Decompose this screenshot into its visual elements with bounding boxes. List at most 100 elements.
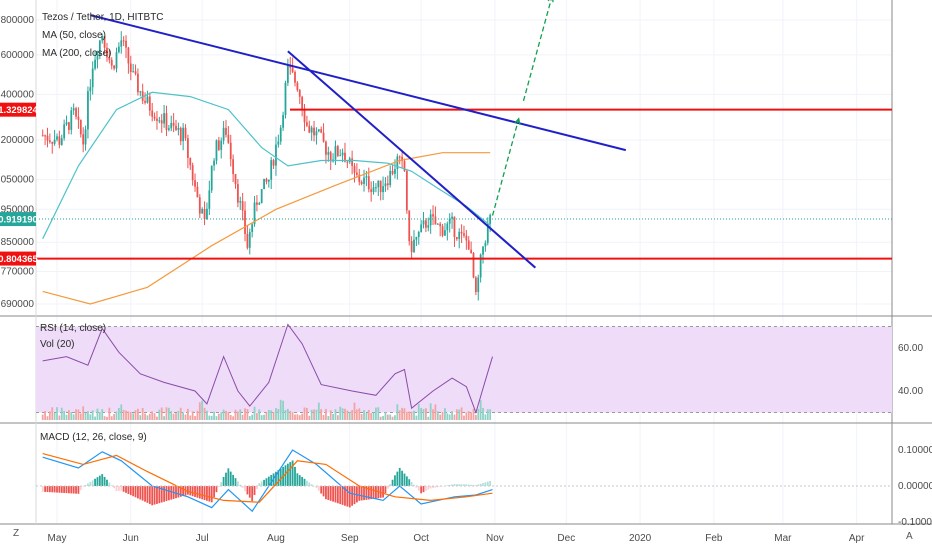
candle-body [239,201,242,203]
macd-histogram-bar [294,466,296,486]
macd-histogram-bar [401,470,403,486]
volume-bar [360,414,363,420]
macd-histogram-bar [358,486,361,501]
macd-histogram-bar [360,486,363,501]
volume-bar [210,415,213,420]
candle-body [201,209,204,214]
candle-body [420,224,423,232]
macd-histogram-bar [372,486,375,499]
horizontal-levels[interactable] [36,108,892,260]
volume-bar [320,409,323,420]
macd-histogram-bar [386,486,389,489]
volume-bar [294,414,296,420]
candle-body [203,209,206,220]
ma200-line [42,152,491,305]
x-tick-label: Aug [267,533,285,544]
candle-body [103,36,106,48]
candle-body [225,127,227,135]
candle-body [396,156,399,170]
candle-body [272,160,275,166]
macd-histogram-bar [132,486,135,497]
macd-histogram-bar [148,486,151,505]
volume-bar [291,412,294,420]
volume-bar [336,415,339,420]
macd-histogram-bar [51,486,54,493]
projection-arrow[interactable] [522,0,552,102]
macd-histogram-bar [41,486,44,492]
macd-histogram-bar [187,486,189,495]
candle-body [470,249,473,254]
candle-body [148,96,151,111]
macd-histogram-bar [110,485,113,486]
volume-bar [134,410,137,420]
volume-bar [415,415,418,420]
volume-bar [122,409,125,420]
projection-arrow[interactable] [491,118,520,216]
volume-bar [484,414,487,420]
macd-histogram-bar [182,486,185,497]
volume-bar [460,407,463,420]
trendlines[interactable] [90,14,627,269]
trendline[interactable] [287,50,537,269]
projection-arrows[interactable] [491,0,554,216]
volume-bar [298,415,301,420]
volume-bar [472,408,475,420]
candle-body [96,56,99,60]
rsi-tick-label: 40.00 [898,386,923,397]
candle-body [263,178,265,190]
volume-bar [82,406,85,420]
macd-histogram-bar [396,471,399,486]
volume-bar [194,416,196,420]
chart-title: Tezos / Tether, 1D, HITBTC [42,12,164,23]
macd-histogram-bar [248,486,251,498]
candle-body [415,236,418,240]
timezone-icon[interactable]: Z [13,528,19,539]
candle-body [341,152,344,156]
candle-body [301,96,304,111]
volume-bar [303,407,306,420]
candle-body [82,134,85,145]
auto-scale-icon[interactable]: A [906,531,913,542]
rsi-line [42,323,493,415]
macd-histogram-bar [137,486,139,499]
volume-bar [386,414,389,420]
volume-bar [401,407,403,420]
macd-histogram-bar [191,486,194,497]
candle-body [53,139,56,144]
candle-body [389,170,392,186]
rsi-band [36,326,892,413]
candle-body [417,231,420,237]
candle-body [484,242,487,247]
candle-body [108,57,111,60]
macd-histogram-bar [220,482,223,486]
macd-histogram-bar [144,486,146,502]
candle-body [267,179,270,182]
volume-bar [251,414,254,420]
volume-bar [348,411,351,420]
volume-bar [203,407,206,420]
candle-body [222,127,225,141]
trendline[interactable] [90,14,627,152]
macd-histogram-bar [489,480,492,486]
volume-bar [375,407,377,420]
volume-bar [270,410,273,420]
candle-body [434,216,437,225]
candle-body [151,110,154,117]
candle-body [370,189,373,192]
macd-histogram-bar [215,486,218,493]
candle-body [282,114,284,128]
volume-bar [129,411,132,420]
candle-body [365,176,368,178]
volume-bar [163,416,165,420]
volume-bar [229,414,232,420]
macd-histogram-bar [427,486,430,490]
macd-histogram-bar [425,486,427,491]
macd-histogram-bar [82,486,85,487]
macd-histogram-bar [320,486,323,494]
macd-histogram-bar [77,486,80,494]
macd-histogram-bar [470,484,473,486]
volume-bar [267,409,270,420]
macd-histogram-bar [405,476,408,486]
candle-body [315,131,318,136]
